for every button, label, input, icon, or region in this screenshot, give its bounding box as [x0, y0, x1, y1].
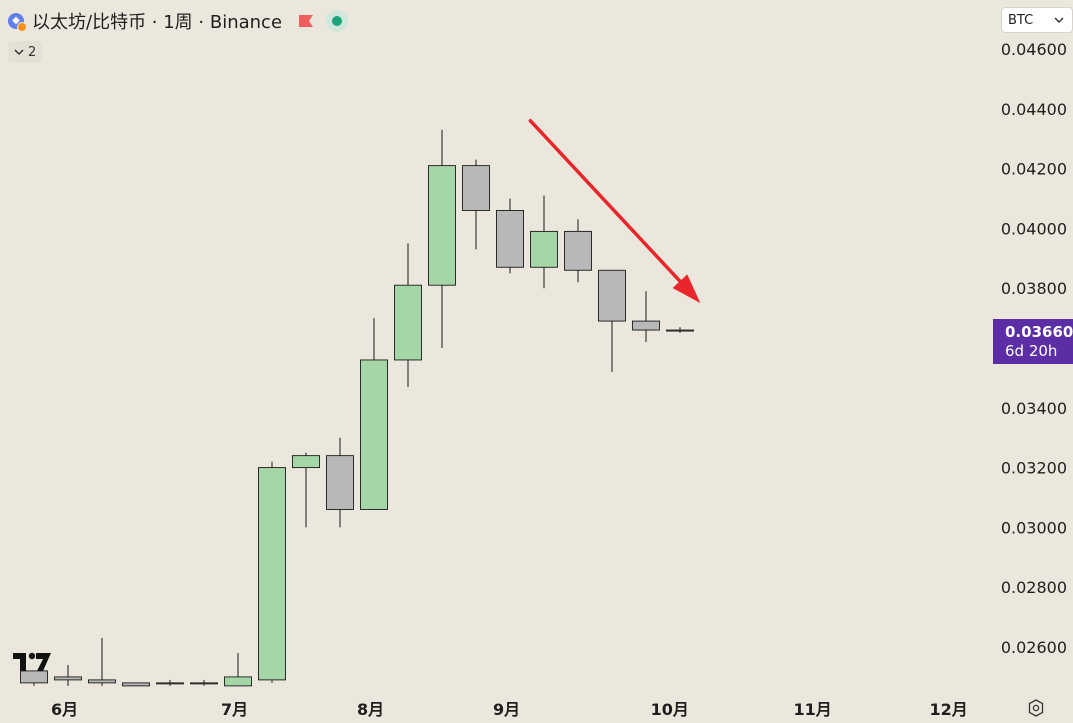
candle-body: [258, 467, 286, 681]
annotation-layer: [528, 119, 701, 304]
candle-body: [88, 679, 116, 684]
candle-body: [394, 284, 422, 361]
current-price-label: 0.03660: [1005, 322, 1073, 341]
currency-value: BTC: [1008, 12, 1034, 28]
candle-body: [666, 329, 694, 332]
y-tick-label: 0.04200: [1001, 160, 1067, 179]
x-tick-label: 6月: [51, 700, 78, 719]
candle-body: [122, 682, 150, 687]
candle-body: [54, 676, 82, 681]
candle[interactable]: [394, 243, 422, 387]
x-tick-label: 10月: [651, 700, 689, 719]
candle-body: [496, 210, 524, 268]
candle[interactable]: [224, 652, 252, 687]
y-tick-label: 0.02800: [1001, 578, 1067, 597]
candle-body: [292, 455, 320, 469]
candle-body: [224, 676, 252, 687]
candle-body: [564, 230, 592, 271]
current-price-badge: 0.03660 6d 20h: [993, 319, 1073, 364]
y-tick-label: 0.02600: [1001, 638, 1067, 657]
x-tick-label: 8月: [357, 700, 384, 719]
x-tick-label: 11月: [793, 700, 831, 719]
symbol-title[interactable]: 以太坊/比特币 · 1周 · Binance: [32, 12, 283, 33]
indicators-toggle[interactable]: 2: [8, 41, 43, 63]
candle-body: [20, 670, 48, 684]
candle-body: [598, 269, 626, 322]
candle-body: [530, 230, 558, 268]
candle-body: [326, 455, 354, 510]
flag-icon[interactable]: [298, 14, 314, 28]
candle[interactable]: [20, 670, 48, 686]
indicator-count: 2: [28, 44, 37, 60]
candle[interactable]: [564, 219, 592, 283]
candle-body: [190, 682, 218, 685]
candle[interactable]: [632, 291, 660, 343]
candle-body: [428, 165, 456, 286]
candle[interactable]: [258, 461, 286, 683]
currency-select[interactable]: BTC: [1001, 7, 1073, 33]
y-tick-label: 0.03200: [1001, 459, 1067, 478]
eth-btc-icon: ◆: [8, 13, 27, 32]
candle[interactable]: [496, 198, 524, 274]
y-tick-label: 0.04600: [1001, 40, 1067, 59]
chart-header: ◆ 以太坊/比特币 · 1周 · Binance: [8, 8, 349, 34]
y-axis[interactable]: 0.04600 0.04400 0.04200 0.04000 0.03800 0.034…: [1001, 40, 1067, 657]
x-tick-label: 9月: [493, 700, 520, 719]
tradingview-logo[interactable]: [12, 650, 52, 672]
chevron-down-icon: [14, 49, 24, 56]
btc-mini-icon: [17, 22, 27, 32]
candle[interactable]: [326, 437, 354, 528]
candle-body: [360, 359, 388, 510]
bar-countdown: 6d 20h: [1005, 341, 1058, 360]
candle[interactable]: [292, 452, 320, 528]
live-dot-icon: [326, 10, 349, 32]
candle[interactable]: [462, 159, 490, 250]
candle[interactable]: [54, 664, 82, 686]
candle[interactable]: [88, 638, 116, 686]
candle-body: [632, 320, 660, 331]
arrow-head: [672, 274, 701, 304]
candles-layer: [20, 129, 694, 687]
candle-body: [156, 682, 184, 685]
candle[interactable]: [428, 129, 456, 348]
candle[interactable]: [598, 269, 626, 372]
arrow-shaft: [528, 119, 682, 283]
candle[interactable]: [360, 318, 388, 510]
y-tick-label: 0.03800: [1001, 279, 1067, 298]
candle[interactable]: [530, 195, 558, 289]
chevron-down-icon: [1054, 17, 1064, 23]
trend-arrow[interactable]: [528, 119, 701, 304]
gear-icon[interactable]: [1026, 698, 1046, 718]
y-tick-label: 0.03000: [1001, 518, 1067, 537]
y-tick-label: 0.03400: [1001, 399, 1067, 418]
candle[interactable]: [666, 327, 694, 334]
x-tick-label: 7月: [221, 700, 248, 719]
candle[interactable]: [190, 679, 218, 686]
candle[interactable]: [156, 679, 184, 686]
x-tick-label: 12月: [929, 700, 967, 719]
candle[interactable]: [122, 682, 150, 687]
y-tick-label: 0.04400: [1001, 100, 1067, 119]
y-tick-label: 0.04000: [1001, 219, 1067, 238]
candle-body: [462, 165, 490, 211]
x-axis[interactable]: 6月 7月 8月 9月 10月 11月 12月: [51, 700, 968, 719]
